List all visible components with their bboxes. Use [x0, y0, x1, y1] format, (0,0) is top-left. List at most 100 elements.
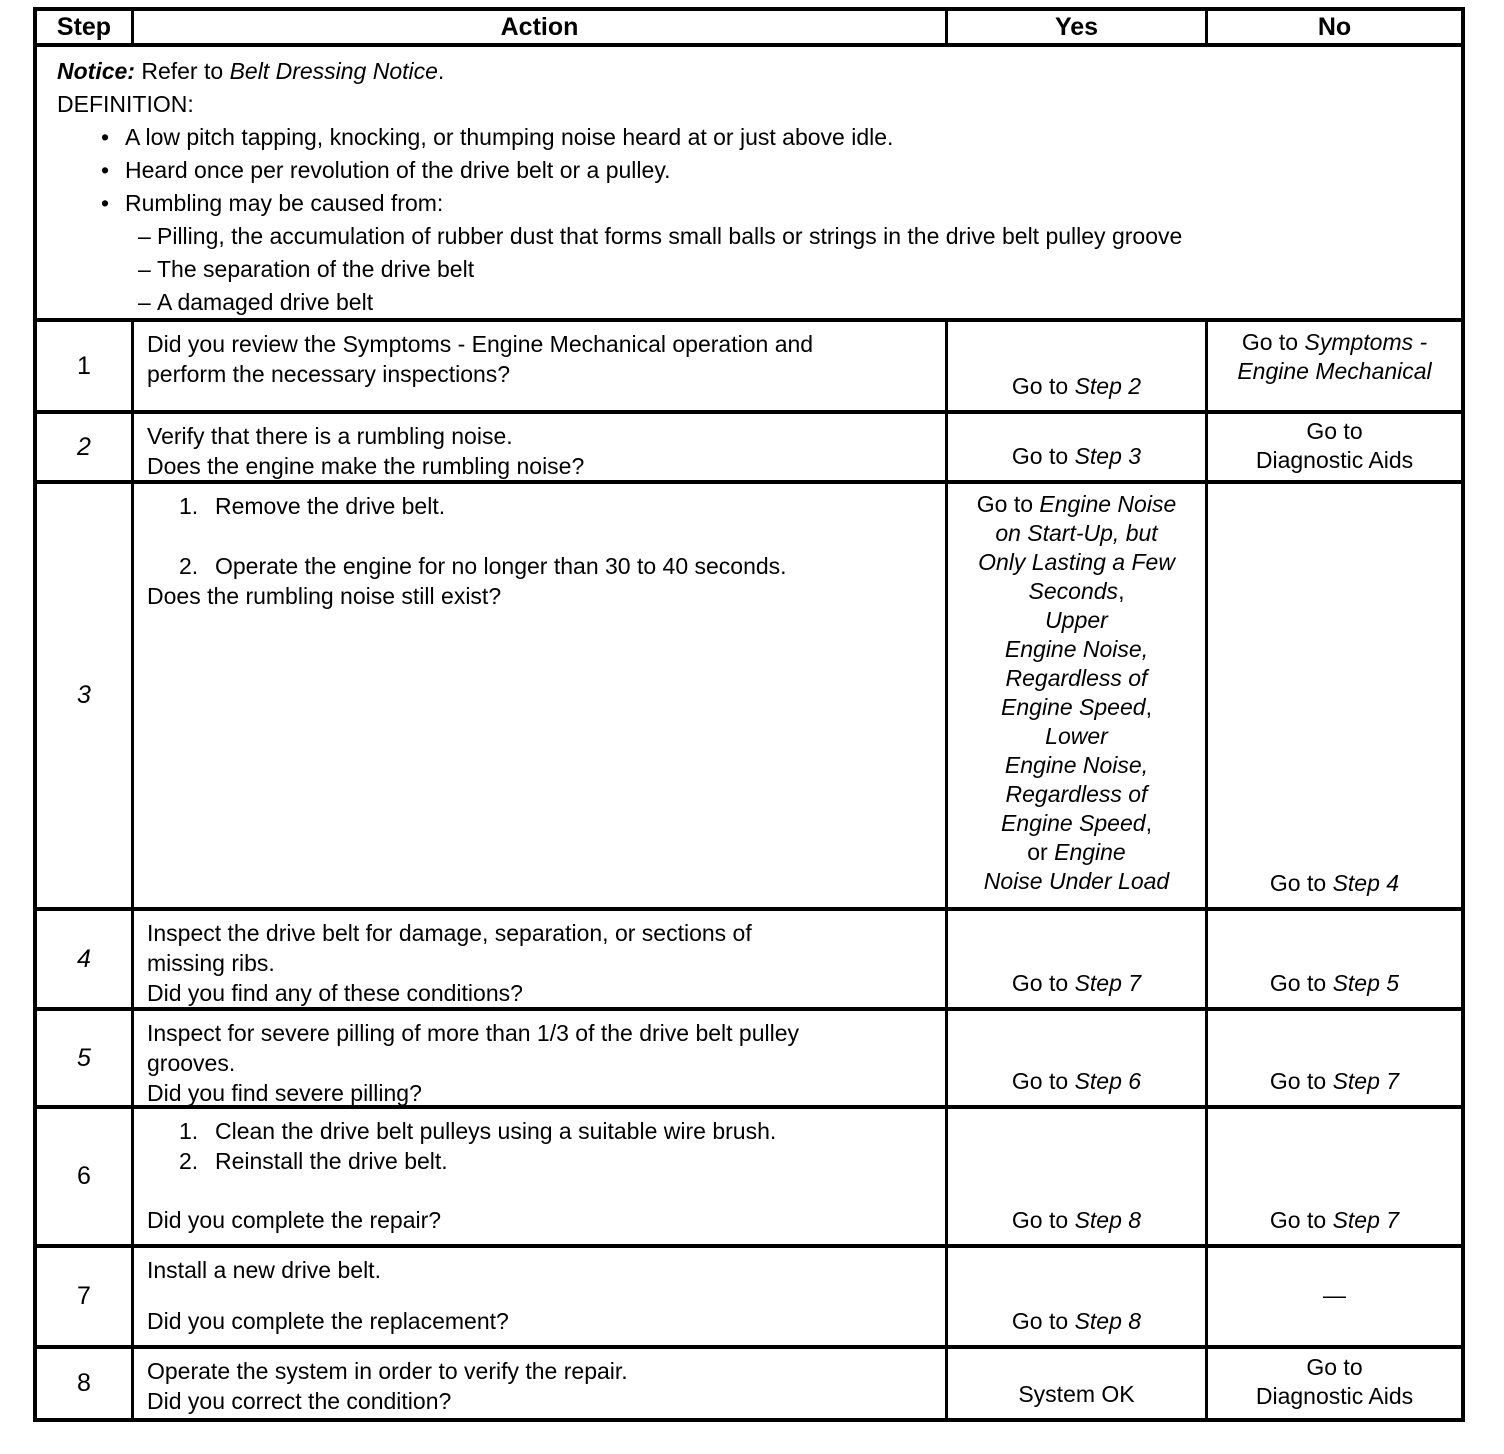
no-cell-text: Go to Symptoms - Engine Mechanical [1237, 329, 1432, 384]
list-item-text: Reinstall the drive belt. [215, 1148, 448, 1174]
no-cell-text: Go to Step 7 [1269, 1207, 1400, 1233]
no-cell-text: Go to Diagnostic Aids [1255, 417, 1414, 473]
sub-item-text: Pilling, the accumulation of rubber dust… [157, 223, 1183, 249]
no-cell: Go to Diagnostic Aids [1205, 410, 1461, 480]
definition-label: DEFINITION: [57, 91, 194, 117]
definition-bullet: • A low pitch tapping, knocking, or thum… [57, 121, 1449, 154]
sub-item-text: The separation of the drive belt [157, 256, 475, 282]
sub-item-text: A damaged drive belt [157, 289, 374, 315]
header-step: Step [56, 12, 112, 41]
action-paragraph: Does the engine make the rumbling noise? [147, 453, 585, 479]
yes-cell: Go to Engine Noise on Start-Up, but Only L… [945, 480, 1205, 907]
yes-cell: Go to Step 6 [945, 1007, 1205, 1105]
action-cell: 1. Clean the drive belt pulleys using a … [131, 1105, 945, 1244]
no-cell-text: Go to Step 7 [1269, 1068, 1400, 1094]
action-paragraph: Did you complete the replacement? [147, 1308, 509, 1334]
list-item-text: Remove the drive belt. [215, 493, 446, 519]
action-instructions: Inspect the drive belt for damage, separ… [147, 918, 937, 978]
action-instructions: Operate the system in order to verify th… [147, 1356, 937, 1386]
action-cell: Install a new drive belt. Did you comple… [131, 1244, 945, 1345]
step-cell: 1 [37, 318, 131, 410]
dash-icon: – [138, 289, 151, 315]
action-instructions: Verify that there is a rumbling noise. [147, 421, 937, 451]
yes-cell-text: Go to Step 8 [1011, 1207, 1142, 1233]
bullet-text: A low pitch tapping, knocking, or thumpi… [125, 124, 894, 150]
list-item-text: Operate the engine for no longer than 30… [215, 553, 787, 579]
yes-cell: Go to Step 8 [945, 1244, 1205, 1345]
no-cell-text: — [1323, 1281, 1346, 1308]
no-cell: Go to Step 7 [1205, 1007, 1461, 1105]
step-number: 6 [77, 1162, 91, 1190]
action-cell: Operate the system in order to verify th… [131, 1345, 945, 1418]
definition-bullet: • Rumbling may be caused from: [57, 187, 1449, 220]
step-number: 5 [77, 1043, 91, 1072]
notice-line: Notice: Refer to Belt Dressing Notice. [57, 58, 445, 84]
yes-cell-text: Go to Step 8 [1011, 1308, 1142, 1334]
action-paragraph: Verify that there is a rumbling noise. [147, 423, 513, 449]
step-number: 7 [77, 1282, 91, 1310]
action-cell: 1. Remove the drive belt. 2. Operate the… [131, 480, 945, 907]
no-cell-text: Go to Step 4 [1269, 870, 1400, 896]
no-cell-text: Go to Diagnostic Aids [1255, 1354, 1414, 1409]
step-cell: 2 [37, 410, 131, 480]
yes-cell-text: Go to Step 2 [1011, 373, 1142, 399]
yes-cell-text: System OK [1018, 1381, 1135, 1407]
step-number: 2 [77, 432, 91, 461]
action-list-item: 2. Reinstall the drive belt. [147, 1146, 937, 1176]
yes-cell-text: Go to Engine Noise on Start-Up, but Only L… [976, 491, 1177, 894]
step-number: 3 [77, 681, 91, 709]
action-list-item: 2. Operate the engine for no longer than… [147, 551, 937, 581]
diagnostic-table: Step Action Yes No Notice: Refer to Belt… [33, 7, 1465, 1422]
definition-list: • A low pitch tapping, knocking, or thum… [57, 121, 1449, 318]
step-number: 4 [77, 944, 91, 973]
action-question: Did you complete the repair? [147, 1205, 937, 1235]
yes-cell-text: Go to Step 7 [1011, 970, 1142, 996]
step-cell: 3 [37, 480, 131, 907]
action-instructions: 1. Clean the drive belt pulleys using a … [147, 1116, 937, 1176]
bullet-text: Rumbling may be caused from: [125, 190, 444, 216]
definition-sub-item: – The separation of the drive belt [57, 253, 1449, 286]
dash-icon: – [138, 223, 151, 249]
no-cell: Go to Step 4 [1205, 480, 1461, 907]
action-paragraph: Operate the system in order to verify th… [147, 1358, 628, 1384]
action-cell: Inspect the drive belt for damage, separ… [131, 907, 945, 1007]
yes-cell-text: Go to Step 6 [1011, 1068, 1142, 1094]
action-cell: Inspect for severe pilling of more than … [131, 1007, 945, 1105]
notice-cell: Notice: Refer to Belt Dressing Notice. D… [37, 43, 1461, 318]
list-item-text: Clean the drive belt pulleys using a sui… [215, 1118, 777, 1144]
action-question: Did you find severe pilling? [147, 1078, 937, 1105]
definition-sub-item: – A damaged drive belt [57, 286, 1449, 318]
definition-bullet: • Heard once per revolution of the drive… [57, 154, 1449, 187]
bullet-text: Heard once per revolution of the drive b… [125, 157, 671, 183]
action-paragraph: Install a new drive belt. [147, 1257, 381, 1283]
action-question: Did you correct the condition? [147, 1386, 937, 1416]
action-list-item: 1. Remove the drive belt. [147, 491, 937, 521]
action-instructions: Did you review the Symptoms - Engine Mec… [147, 329, 937, 389]
action-paragraph: Did you complete the repair? [147, 1207, 442, 1233]
bullet-icon: • [101, 157, 110, 183]
header-yes: Yes [945, 11, 1205, 43]
action-instructions: 1. Remove the drive belt. 2. Operate the… [147, 491, 937, 611]
yes-cell: Go to Step 3 [945, 410, 1205, 480]
dash-icon: – [138, 256, 151, 282]
yes-cell: System OK [945, 1345, 1205, 1418]
definition-sub-item: – Pilling, the accumulation of rubber du… [57, 220, 1449, 253]
list-item-number: 2. [179, 1148, 199, 1174]
step-cell: 7 [37, 1244, 131, 1345]
action-paragraph: Inspect the drive belt for damage, separ… [147, 920, 752, 976]
yes-cell: Go to Step 2 [945, 318, 1205, 410]
action-paragraph: Did you correct the condition? [147, 1388, 452, 1414]
action-instructions: Install a new drive belt. [147, 1255, 937, 1285]
no-cell: Go to Diagnostic Aids [1205, 1345, 1461, 1418]
action-cell: Did you review the Symptoms - Engine Mec… [131, 318, 945, 410]
action-instructions: Inspect for severe pilling of more than … [147, 1018, 937, 1078]
bullet-icon: • [101, 190, 110, 216]
step-cell: 4 [37, 907, 131, 1007]
no-cell: Go to Step 7 [1205, 1105, 1461, 1244]
action-question: Did you complete the replacement? [147, 1306, 937, 1336]
bullet-icon: • [101, 124, 110, 150]
action-paragraph: Did you review the Symptoms - Engine Mec… [147, 331, 814, 387]
action-paragraph: Does the rumbling noise still exist? [147, 583, 502, 609]
step-cell: 8 [37, 1345, 131, 1418]
list-item-number: 1. [179, 1118, 199, 1144]
